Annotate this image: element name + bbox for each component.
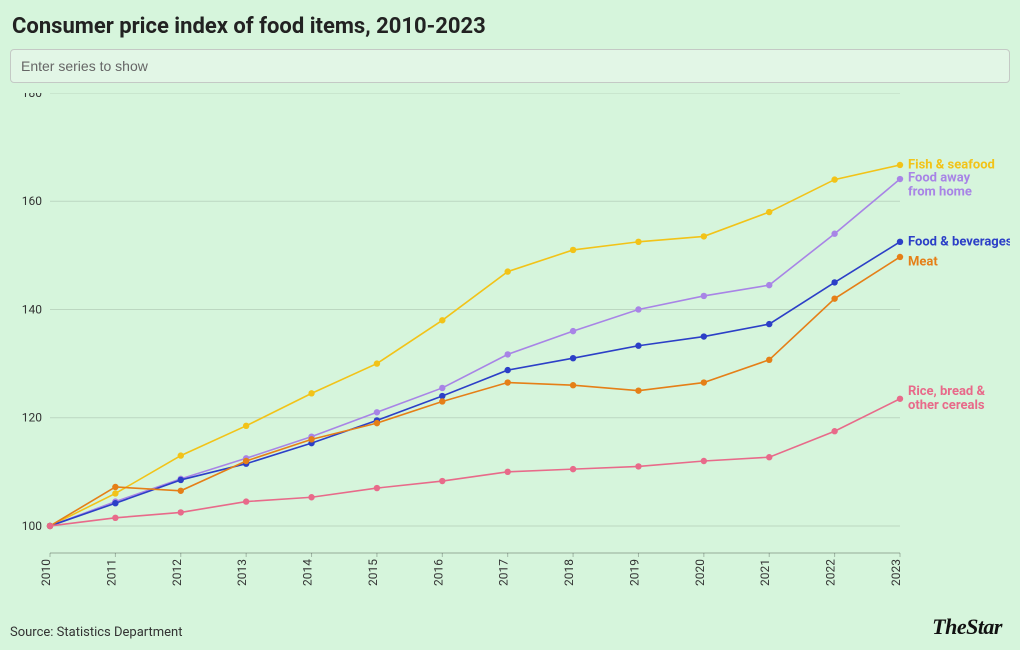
series-point [308,390,314,396]
series-line [50,257,900,526]
series-label: Food & beverages [908,234,1010,249]
series-point [112,500,118,506]
x-axis-label: 2014 [301,559,315,586]
x-axis-label: 2011 [104,559,118,586]
x-axis-label: 2015 [366,559,380,586]
series-point [178,509,184,515]
series-point [635,239,641,245]
x-axis-label: 2022 [824,559,838,586]
line-chart-svg: 100 120 140 160 180 2010 2011 2012 2013 2014 2015 2… [10,93,1010,613]
series-point [766,321,772,327]
x-axis-label: 2016 [431,559,445,586]
series-point [897,176,903,182]
series-point [504,379,510,385]
series-point [178,488,184,494]
series-point [570,247,576,253]
series-point [112,484,118,490]
series-point [831,428,837,434]
series-label: from home [908,184,972,199]
series-point [243,498,249,504]
series-point [831,231,837,237]
series-point [701,458,707,464]
series-point [374,485,380,491]
series-point [243,458,249,464]
series-point [701,333,707,339]
series-point [439,398,445,404]
y-axis-label: 180 [22,93,42,100]
chart-title: Consumer price index of food items, 2010… [12,14,1010,39]
x-axis-label: 2012 [170,559,184,586]
series-point [178,452,184,458]
series-point [243,423,249,429]
y-axis-label: 120 [22,411,42,425]
x-axis-label: 2010 [39,559,53,586]
y-axis-label: 160 [22,194,42,208]
series-point [112,490,118,496]
series-label: Rice, bread & [908,384,985,399]
series-label: Meat [908,254,938,269]
series-line [50,165,900,526]
x-axis-label: 2021 [758,559,772,586]
series-point [766,454,772,460]
x-axis-label: 2017 [497,559,511,586]
series-point [635,463,641,469]
y-axis-label: 140 [22,302,42,316]
series-point [635,306,641,312]
series-label: Food away [908,170,971,185]
series-point [635,387,641,393]
series-point [897,239,903,245]
source-note: Source: Statistics Department [10,625,182,640]
series-filter-input[interactable] [10,49,1010,83]
series-point [897,396,903,402]
y-axis-label: 100 [22,519,42,533]
series-line [50,179,900,526]
series-point [504,268,510,274]
series-point [635,343,641,349]
series-point [308,436,314,442]
series-point [504,351,510,357]
series-point [374,360,380,366]
series-point [831,279,837,285]
brand-logo: TheStar [932,614,1002,640]
series-point [897,254,903,260]
series-point [178,477,184,483]
series-point [439,478,445,484]
series-point [308,494,314,500]
series-point [831,176,837,182]
series-point [897,162,903,168]
x-axis-label: 2023 [889,559,903,586]
series-point [701,379,707,385]
series-point [570,382,576,388]
series-point [570,466,576,472]
page-root: Consumer price index of food items, 2010… [0,0,1020,650]
series-point [570,355,576,361]
series-point [766,282,772,288]
x-axis-label: 2019 [627,559,641,586]
x-axis-label: 2018 [562,559,576,586]
series-label: other cereals [908,398,985,413]
series-point [504,469,510,475]
series-point [701,293,707,299]
chart-area: 100 120 140 160 180 2010 2011 2012 2013 2014 2015 2… [10,93,1010,613]
series-point [439,385,445,391]
series-point [504,367,510,373]
series-point [831,295,837,301]
series-point [112,515,118,521]
series-point [766,357,772,363]
x-axis-label: 2020 [693,559,707,586]
series-point [570,328,576,334]
series-point [374,409,380,415]
series-point [439,317,445,323]
series-point [47,523,53,529]
series-point [766,209,772,215]
x-axis-label: 2013 [235,559,249,586]
series-point [374,420,380,426]
series-line [50,242,900,526]
series-point [701,233,707,239]
